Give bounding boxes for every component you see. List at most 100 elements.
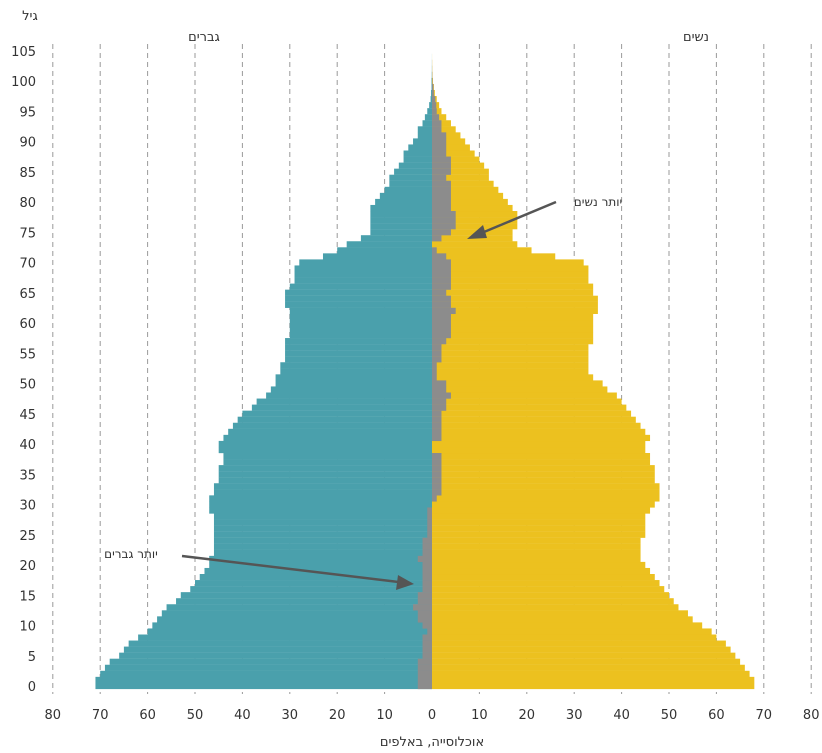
excess-men-bar [422,622,432,629]
women-bar [432,192,504,200]
women-bar [432,271,589,278]
women-bar [432,325,594,333]
men-bar [213,531,432,538]
x-tick-label: 60 [139,708,156,723]
men-bar [180,592,432,599]
men-bar [337,247,432,254]
women-bar [432,604,679,611]
excess-men-bar [417,676,432,684]
excess-women-bar [432,416,442,423]
men-bar [251,404,432,411]
men-bar [152,622,432,629]
excess-men-bar [422,580,432,587]
excess-women-bar [432,229,451,236]
excess-women-bar [432,259,451,266]
women-bar [432,156,480,163]
women-bar [432,368,589,375]
men-bar [213,549,432,556]
excess-men-bar [417,592,432,599]
men-bar [408,144,432,151]
women-bar [432,247,532,254]
excess-men-bar [417,664,432,671]
men-bar [166,604,432,611]
women-bar [432,204,513,212]
excess-women-bar [432,174,447,181]
excess-women-bar [432,410,442,417]
excess-women-bar [432,313,451,321]
excess-women-bar [432,96,436,103]
women-bar [432,616,693,623]
excess-men-bar [422,549,432,556]
men-bar [379,192,432,200]
x-tick-label: 70 [92,708,109,723]
women-bar [432,434,651,442]
women-bar [432,223,518,230]
excess-men-bar [427,525,432,532]
excess-men-bar [422,634,432,641]
women-bar [432,501,655,508]
men-bar [285,295,432,302]
excess-women-bar [432,204,451,212]
y-tick-label: 10 [19,620,36,635]
women-bar [432,380,603,387]
women-bars [432,53,755,690]
x-axis-title: אוכלוסייה, באלפים [380,735,484,750]
excess-men-bar [413,604,432,611]
women-bar [432,531,646,538]
men-bar [237,416,432,423]
excess-women-bar [432,459,442,466]
women-bar [432,301,598,308]
women-bar [432,338,594,345]
excess-men-bar [422,652,432,659]
excess-men-bar [422,640,432,647]
men-bar [213,525,432,532]
excess-women-bar [432,301,451,308]
excess-women-bar [432,434,442,442]
women-bar [432,555,641,563]
men-bar [294,271,432,278]
women-bar [432,664,745,671]
men-bar [346,241,432,248]
men-bar [195,580,432,587]
men-bar [218,446,432,454]
excess-women-bar [432,277,451,284]
women-bar [432,658,741,665]
excess-women-bar [432,495,437,502]
excess-women-bar [432,483,442,490]
women-bar [432,253,556,260]
men-bar [285,350,432,357]
men-bar [218,440,432,448]
x-tick-label: 80 [45,708,62,723]
y-tick-label: 40 [19,438,36,453]
women-bar [432,404,627,411]
men-bar [370,204,432,212]
women-bar [432,283,594,290]
men-bar [389,180,432,187]
x-tick-label: 30 [566,708,583,723]
men-bar [398,162,432,169]
excess-women-bar [432,471,442,478]
men-bar [417,132,432,139]
men-bar [128,640,432,647]
excess-men-bar [422,586,432,593]
women-bar [432,180,494,187]
excess-women-bar [432,380,447,387]
men-bar [289,332,432,339]
men-bar [218,471,432,478]
excess-women-bar [432,144,447,151]
excess-men-bar [427,519,432,526]
men-bar [199,574,432,581]
men-bar [138,634,432,641]
excess-women-bar [432,325,451,333]
women-bar [432,567,651,575]
men-bar [294,277,432,284]
x-tick-label: 10 [471,708,488,723]
women-bar [432,392,617,399]
y-tick-label: 75 [19,226,36,241]
excess-women-bar [432,295,451,302]
y-tick-label: 20 [19,559,36,574]
men-bars [95,53,433,690]
women-bar [432,586,665,593]
men-bar [430,96,432,103]
